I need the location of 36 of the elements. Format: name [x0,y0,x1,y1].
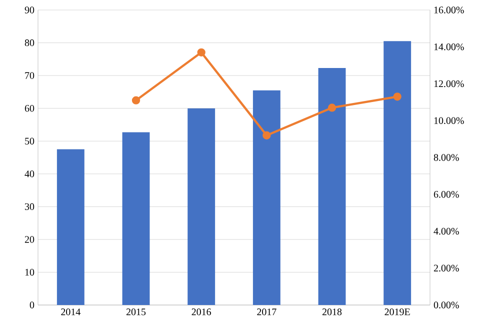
point [393,92,402,101]
point [132,96,140,104]
y2-tick-label: 16.00% [434,6,464,14]
x-tick-label: 2018 [322,308,342,316]
y-tick-label: 60 [24,104,34,112]
x-tick-label: 2016 [192,308,211,316]
y2-tick-label: 6.00% [434,190,459,198]
point [262,131,271,140]
bar [56,149,84,305]
x-tick-label: 2017 [257,308,276,316]
y2-tick-label: 8.00% [434,154,459,161]
y-tick-label: 0 [30,302,34,308]
x-tick-label: 2015 [126,308,146,316]
bar [122,132,150,305]
y-tick-label: 30 [25,203,34,210]
bar [252,90,280,305]
y-tick-label: 10 [25,268,34,276]
y-tick-label: 90 [24,6,34,14]
x-tick-label: 2019E [384,308,410,316]
point [328,104,336,112]
y-tick-label: 20 [24,236,34,243]
y2-tick-label: 12.00% [434,80,464,88]
y-tick-label: 80 [24,39,34,46]
y-tick-label: 40 [24,170,34,178]
y-tick-label: 50 [25,138,34,144]
bar [318,68,346,305]
bar [384,41,412,305]
bar [188,108,216,305]
y2-tick-label: 0.00% [434,302,459,308]
y-tick-label: 70 [25,72,34,79]
y2-tick-label: 4.00% [434,228,459,235]
y2-tick-label: 14.00% [434,43,464,50]
y2-tick-label: 10.00% [434,117,464,124]
y2-tick-label: 2.00% [434,264,459,272]
point [197,48,206,56]
x-tick-label: 2014 [61,308,80,316]
